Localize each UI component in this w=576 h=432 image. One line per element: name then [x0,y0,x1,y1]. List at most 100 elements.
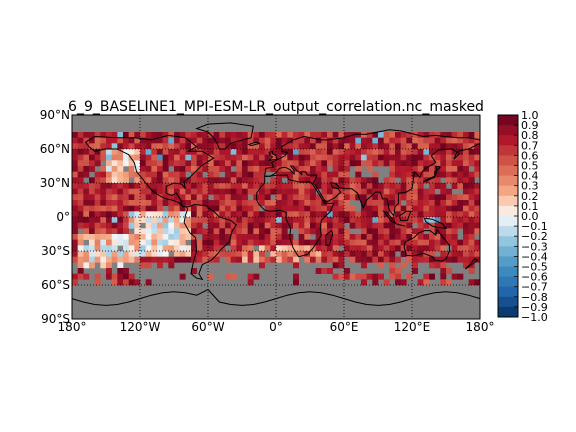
heatmap-cell [468,239,475,246]
heatmap-cell [236,239,243,246]
heatmap-cell [400,234,407,240]
heatmap-cell [242,143,248,150]
heatmap-cell [77,183,84,189]
heatmap-cell [196,171,203,178]
heatmap-cell [276,188,282,195]
heatmap-cell [77,217,84,223]
heatmap-cell [446,211,452,218]
heatmap-cell [213,194,220,201]
heatmap-cell [338,194,345,201]
heatmap-cell [383,239,390,246]
heatmap-cell [77,239,84,246]
heatmap-cell [242,194,248,201]
heatmap-cell [321,222,328,229]
heatmap-cell [179,194,186,201]
heatmap-cell [151,200,158,206]
heatmap-cell [372,200,379,206]
heatmap-cell [247,251,254,257]
heatmap-cell [287,132,294,138]
heatmap-cell [468,245,475,252]
heatmap-cell [140,200,146,206]
heatmap-cell [298,239,305,246]
heatmap-cell [310,211,316,218]
heatmap-cell [253,143,260,150]
heatmap-cell [253,251,260,257]
heatmap-cell [89,194,95,201]
heatmap-cell [77,154,84,161]
heatmap-cell [208,200,214,206]
heatmap-cell [236,132,243,138]
heatmap-cell [94,245,101,252]
x-tick-label: 0° [269,320,283,334]
heatmap-cell [134,154,141,161]
heatmap-cell [315,194,322,201]
heatmap-cell [293,251,299,257]
heatmap-cell [327,149,333,155]
heatmap-cell [315,166,322,172]
heatmap-cell [287,200,294,206]
heatmap-cell [145,149,152,155]
heatmap-cell [247,217,254,223]
heatmap-cell [327,251,333,257]
heatmap-cell [293,166,299,172]
heatmap-cell [94,211,101,218]
heatmap-cell [389,273,396,280]
heatmap-cell [196,154,203,161]
heatmap-cell [355,137,362,144]
heatmap-cell [174,205,180,212]
heatmap-cell [94,194,101,201]
colorbar-tick-label: −0.9 [521,301,548,314]
heatmap-cell [287,234,294,240]
heatmap-cell [219,194,226,201]
heatmap-cell [310,132,316,138]
colorbar-tick-label: −0.3 [521,240,548,253]
heatmap-cell [451,256,458,263]
heatmap-cell [72,256,78,263]
heatmap-cell [208,217,214,223]
heatmap-cell [83,245,90,252]
heatmap-cell [440,160,447,167]
heatmap-cell [264,217,271,223]
heatmap-cell [361,222,367,229]
heatmap-cell [128,149,135,155]
heatmap-cell [276,222,282,229]
heatmap-cell [145,279,152,286]
heatmap-cell [372,273,379,280]
heatmap-cell [293,200,299,206]
heatmap-cell [111,251,118,257]
heatmap-cell [179,154,186,161]
heatmap-cell [412,262,418,269]
heatmap-cell [83,228,90,235]
heatmap-cell [253,177,260,184]
heatmap-cell [89,166,95,172]
heatmap-cell [106,262,112,269]
heatmap-cell [327,256,333,263]
heatmap-cell [202,188,209,195]
heatmap-cell [383,234,390,240]
heatmap-cell [162,143,169,150]
heatmap-cell [100,217,107,223]
heatmap-cell [191,160,197,167]
heatmap-cell [361,211,367,218]
heatmap-cell [264,234,271,240]
heatmap-cell [236,143,243,150]
heatmap-cell [383,228,390,235]
heatmap-cell [145,160,152,167]
heatmap-cell [429,200,435,206]
heatmap-cell [270,149,277,155]
heatmap-cell [463,160,469,167]
heatmap-cell [128,217,135,223]
heatmap-cell [259,177,265,184]
heatmap-cell [440,256,447,263]
heatmap-cell [457,273,464,280]
heatmap-cell [253,234,260,240]
heatmap-cell [344,200,350,206]
heatmap-cell [191,177,197,184]
heatmap-cell [338,149,345,155]
heatmap-cell [191,251,197,257]
heatmap-cell [157,211,163,218]
heatmap-cell [270,183,277,189]
heatmap-cell [276,211,282,218]
heatmap-cell [106,143,112,150]
heatmap-cell [145,262,152,269]
